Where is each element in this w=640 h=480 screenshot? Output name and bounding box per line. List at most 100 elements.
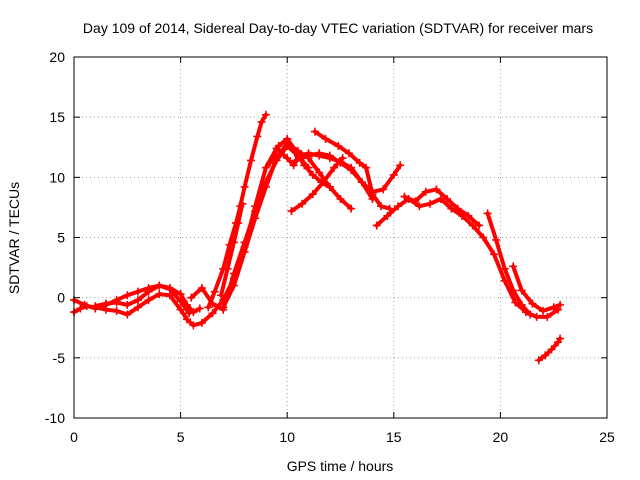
data-point — [133, 296, 142, 305]
data-point — [549, 303, 558, 312]
x-tick-label: 10 — [279, 429, 295, 445]
data-point — [383, 211, 392, 220]
data-point — [541, 351, 550, 360]
data-point — [396, 161, 405, 170]
x-tick-label: 25 — [599, 429, 615, 445]
data-point — [229, 281, 238, 290]
data-point — [543, 312, 552, 321]
data-point — [347, 204, 356, 213]
data-point — [319, 178, 328, 187]
data-point — [379, 185, 388, 194]
data-point — [492, 235, 501, 244]
data-point — [490, 250, 499, 259]
data-point — [238, 199, 247, 208]
y-axis-label: SDTVAR / TECUs — [6, 182, 22, 294]
data-point — [240, 182, 249, 191]
data-point — [338, 154, 347, 163]
data-point — [240, 247, 249, 256]
data-point — [355, 158, 364, 167]
data-point — [195, 304, 204, 313]
data-point — [479, 233, 488, 242]
data-point — [246, 156, 255, 165]
data-point — [204, 303, 213, 312]
y-tick-label: 20 — [49, 49, 65, 65]
data-point — [133, 303, 142, 312]
data-point — [253, 132, 262, 141]
data-point — [283, 134, 292, 143]
series-track-13 — [400, 185, 484, 230]
data-point — [91, 302, 100, 311]
data-point — [308, 190, 317, 199]
y-tick-label: 5 — [57, 230, 65, 246]
y-tick-label: 15 — [49, 109, 65, 125]
data-point — [453, 204, 462, 213]
data-point — [336, 158, 345, 167]
data-point — [325, 182, 334, 191]
data-point — [547, 345, 556, 354]
data-point — [432, 185, 441, 194]
data-point — [266, 158, 275, 167]
y-tick-label: -10 — [45, 410, 65, 426]
data-point — [223, 264, 232, 273]
data-point — [217, 291, 226, 300]
data-point — [421, 187, 430, 196]
data-point — [483, 209, 492, 218]
data-point — [112, 306, 121, 315]
series-track-16 — [534, 334, 565, 365]
data-point — [539, 306, 548, 315]
data-point — [165, 285, 174, 294]
y-tick-label: -5 — [53, 350, 66, 366]
data-point — [101, 299, 110, 308]
data-point — [315, 168, 324, 177]
data-point — [197, 284, 206, 293]
axis-ticks: 0 5 10 15 20 25 -10 -5 0 5 10 15 20 — [45, 49, 615, 445]
data-point — [526, 310, 535, 319]
data-point — [123, 310, 132, 319]
data-point — [287, 207, 296, 216]
data-point — [251, 214, 260, 223]
data-point — [347, 166, 356, 175]
x-axis-label: GPS time / hours — [287, 458, 394, 474]
data-point — [517, 286, 526, 295]
data-point — [298, 199, 307, 208]
data-point — [509, 286, 518, 295]
y-tick-label: 10 — [49, 169, 65, 185]
data-point — [464, 211, 473, 220]
data-point — [176, 297, 185, 306]
series-track-15 — [509, 262, 565, 315]
data-point — [315, 149, 324, 158]
data-point — [325, 151, 334, 160]
data-point — [176, 290, 185, 299]
data-point — [443, 194, 452, 203]
series-track — [402, 187, 482, 228]
data-point — [189, 321, 198, 330]
data-point — [330, 163, 339, 172]
data-point — [123, 291, 132, 300]
data-point — [176, 305, 185, 314]
data-point — [155, 281, 164, 290]
data-point — [517, 300, 526, 309]
data-point — [229, 238, 238, 247]
data-point — [321, 134, 330, 143]
data-point — [261, 110, 270, 119]
data-point — [556, 334, 565, 343]
data-point — [80, 300, 89, 309]
data-point — [415, 202, 424, 211]
data-point — [144, 287, 153, 296]
data-point — [261, 163, 270, 172]
data-point — [133, 287, 142, 296]
data-point — [208, 309, 217, 318]
data-point — [334, 142, 343, 151]
data-point — [336, 194, 345, 203]
data-point — [532, 312, 541, 321]
data-point — [368, 190, 377, 199]
data-point — [411, 197, 420, 206]
data-point — [189, 308, 198, 317]
data-point — [475, 221, 484, 230]
data-point — [291, 146, 300, 155]
series-track — [93, 283, 192, 316]
data-point — [357, 178, 366, 187]
data-point — [400, 192, 409, 201]
